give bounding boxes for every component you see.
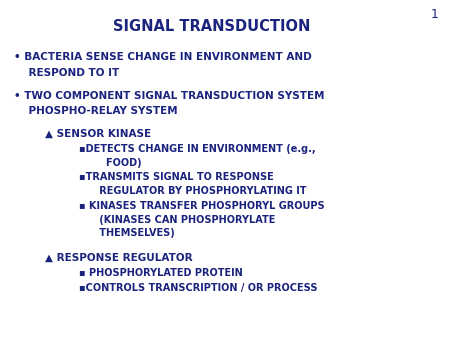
Text: SIGNAL TRANSDUCTION: SIGNAL TRANSDUCTION [113,19,310,33]
Text: ▪ PHOSPHORYLATED PROTEIN: ▪ PHOSPHORYLATED PROTEIN [79,268,243,279]
Text: REGULATOR BY PHOSPHORYLATING IT: REGULATOR BY PHOSPHORYLATING IT [79,186,306,196]
Text: ▪CONTROLS TRANSCRIPTION / OR PROCESS: ▪CONTROLS TRANSCRIPTION / OR PROCESS [79,283,317,293]
Text: ▲ RESPONSE REGULATOR: ▲ RESPONSE REGULATOR [45,253,193,263]
Text: ▲ SENSOR KINASE: ▲ SENSOR KINASE [45,128,151,139]
Text: (KINASES CAN PHOSPHORYLATE: (KINASES CAN PHOSPHORYLATE [79,215,275,225]
Text: • BACTERIA SENSE CHANGE IN ENVIRONMENT AND: • BACTERIA SENSE CHANGE IN ENVIRONMENT A… [14,52,311,63]
Text: ▪DETECTS CHANGE IN ENVIRONMENT (e.g.,: ▪DETECTS CHANGE IN ENVIRONMENT (e.g., [79,144,315,154]
Text: FOOD): FOOD) [79,158,141,168]
Text: 1: 1 [431,8,439,21]
Text: THEMSELVES): THEMSELVES) [79,228,175,239]
Text: PHOSPHO-RELAY SYSTEM: PHOSPHO-RELAY SYSTEM [14,106,177,117]
Text: ▪ KINASES TRANSFER PHOSPHORYL GROUPS: ▪ KINASES TRANSFER PHOSPHORYL GROUPS [79,201,324,211]
Text: RESPOND TO IT: RESPOND TO IT [14,68,119,78]
Text: • TWO COMPONENT SIGNAL TRANSDUCTION SYSTEM: • TWO COMPONENT SIGNAL TRANSDUCTION SYST… [14,91,324,101]
Text: ▪TRANSMITS SIGNAL TO RESPONSE: ▪TRANSMITS SIGNAL TO RESPONSE [79,172,274,183]
